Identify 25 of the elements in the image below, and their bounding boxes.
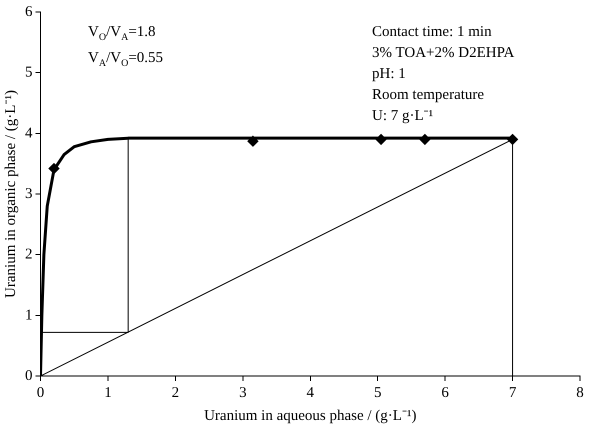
x-tick-label: 5 <box>374 384 382 401</box>
y-tick-label: 3 <box>25 186 32 202</box>
annotation: Room temperature <box>372 86 486 105</box>
x-tick-label: 2 <box>172 384 180 401</box>
annotation: 3% TOA+2% D2EHPA <box>372 44 514 63</box>
x-axis-title: Uranium in aqueous phase / (g·L⁻¹) <box>204 408 416 424</box>
x-tick-label: 4 <box>306 384 314 401</box>
y-tick-label: 1 <box>25 307 32 324</box>
y-tick-label: 0 <box>25 368 32 384</box>
y-axis-title: Uranium in organic phase / (g·L⁻¹) <box>2 90 19 298</box>
annotation: Contact time: 1 min <box>372 23 493 42</box>
y-tick-label: 5 <box>25 64 32 81</box>
x-tick-label: 8 <box>576 384 584 401</box>
annotation: U: 7 g·L⁻¹ <box>372 107 434 126</box>
x-tick-label: 7 <box>508 384 517 401</box>
y-tick-label: 4 <box>25 125 33 142</box>
x-tick-label: 3 <box>239 384 247 401</box>
y-tick-label: 6 <box>25 4 33 20</box>
annotation: V$_{A}$/V$_{O}$=0.55 <box>88 49 164 71</box>
x-tick-label: 1 <box>104 384 112 401</box>
annotation: pH: 1 <box>372 65 407 84</box>
y-tick-label: 2 <box>25 246 32 263</box>
x-tick-label: 0 <box>36 384 44 401</box>
annotation: V$_{O}$/V$_{A}$=1.8 <box>88 23 157 45</box>
x-tick-label: 6 <box>441 384 450 401</box>
